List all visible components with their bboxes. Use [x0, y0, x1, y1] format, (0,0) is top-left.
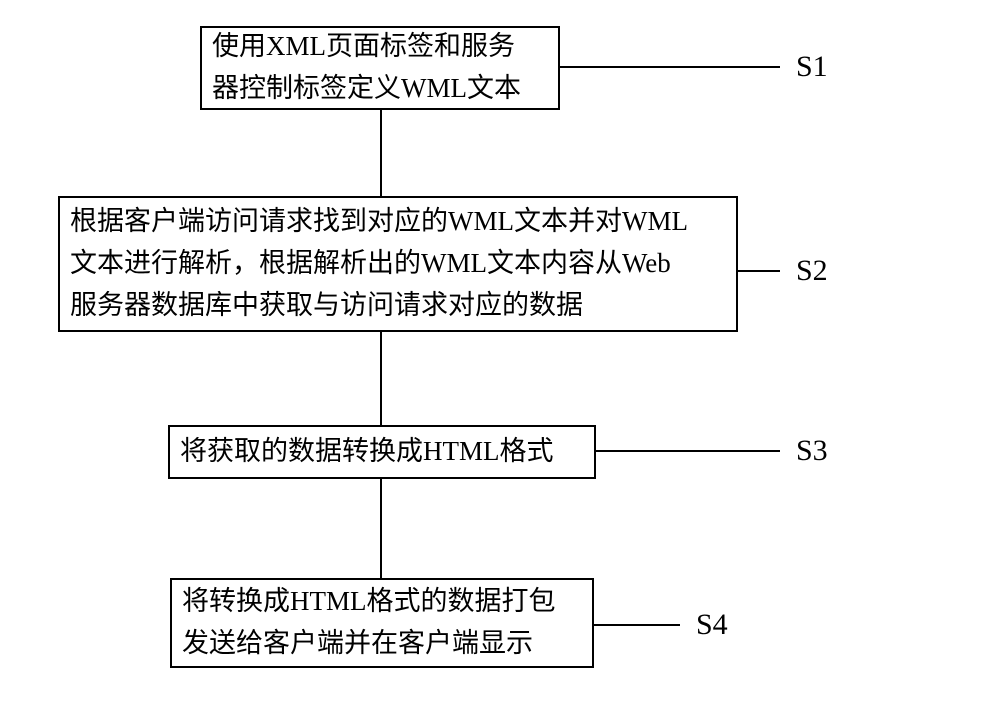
- connector-1-2: [380, 110, 382, 196]
- leader-s1: [560, 66, 780, 68]
- leader-s2: [738, 270, 780, 272]
- step-label-s1: S1: [796, 50, 828, 84]
- connector-3-4: [380, 479, 382, 578]
- step-label-s2: S2: [796, 254, 828, 288]
- step-label-s4: S4: [696, 608, 728, 642]
- flow-node-s2-text: 根据客户端访问请求找到对应的WML文本并对WML 文本进行解析，根据解析出的WM…: [70, 201, 688, 327]
- flow-node-s3: 将获取的数据转换成HTML格式: [168, 425, 596, 479]
- flow-node-s4-text: 将转换成HTML格式的数据打包 发送给客户端并在客户端显示: [182, 581, 556, 665]
- flow-node-s4: 将转换成HTML格式的数据打包 发送给客户端并在客户端显示: [170, 578, 594, 668]
- connector-2-3: [380, 332, 382, 425]
- flowchart-canvas: 使用XML页面标签和服务 器控制标签定义WML文本 S1 根据客户端访问请求找到…: [0, 0, 1000, 715]
- flow-node-s1: 使用XML页面标签和服务 器控制标签定义WML文本: [200, 26, 560, 110]
- flow-node-s2: 根据客户端访问请求找到对应的WML文本并对WML 文本进行解析，根据解析出的WM…: [58, 196, 738, 332]
- flow-node-s3-text: 将获取的数据转换成HTML格式: [180, 431, 554, 473]
- leader-s4: [594, 624, 680, 626]
- flow-node-s1-text: 使用XML页面标签和服务 器控制标签定义WML文本: [212, 26, 521, 110]
- step-label-s3: S3: [796, 434, 828, 468]
- leader-s3: [596, 450, 780, 452]
